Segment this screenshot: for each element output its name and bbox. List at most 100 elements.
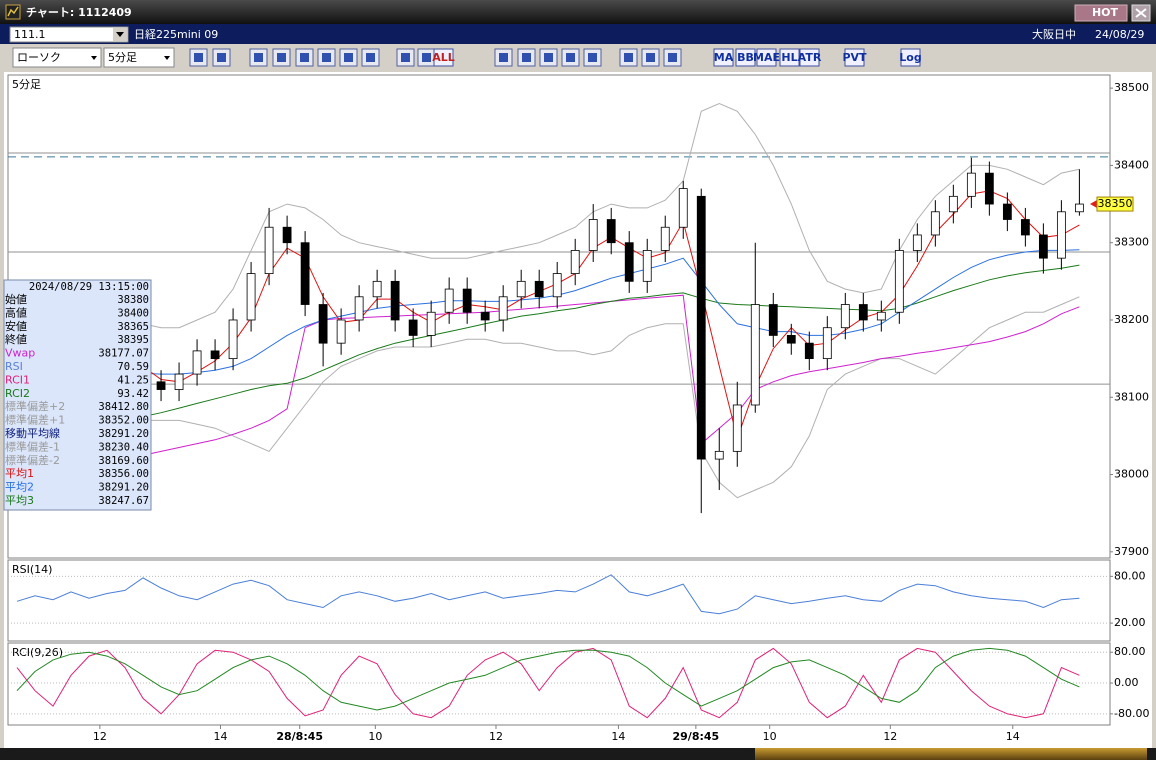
candle-body <box>300 242 310 305</box>
tool-glyph[interactable] <box>544 53 553 62</box>
hot-label[interactable]: HOT <box>1092 6 1119 19</box>
info-label: 平均1 <box>5 466 34 480</box>
date: 24/08/29 <box>1095 28 1144 41</box>
tool-button-label[interactable]: Log <box>899 51 921 64</box>
period-combo[interactable] <box>103 47 175 68</box>
y-tick-label: 80.00 <box>1114 645 1146 658</box>
tool-button[interactable] <box>756 48 777 67</box>
header-bar <box>0 24 1156 44</box>
tool-button-label[interactable]: MAE <box>753 51 780 64</box>
info-value: 38291.20 <box>98 428 149 440</box>
panel-title: RSI(14) <box>12 563 52 576</box>
combo-arrow[interactable] <box>164 56 170 60</box>
y-tick-label: 37900 <box>1114 545 1149 558</box>
candle-body <box>318 304 328 344</box>
tool-glyph[interactable] <box>366 53 375 62</box>
candle-body <box>714 450 724 460</box>
combo-arrow[interactable] <box>116 32 124 37</box>
candle-body <box>1056 211 1066 259</box>
tool-glyph[interactable] <box>566 53 575 62</box>
candle-body <box>282 226 292 244</box>
y-tick-label: 38300 <box>1114 236 1149 249</box>
tool-button[interactable] <box>735 48 756 67</box>
candle-body <box>948 195 958 213</box>
info-label: RSI <box>5 360 23 373</box>
tool-glyph[interactable] <box>668 53 677 62</box>
indicator-line <box>16 647 1080 711</box>
tool-glyph[interactable] <box>277 53 286 62</box>
tool-button[interactable] <box>844 48 865 67</box>
x-tick-label: 29/8:45 <box>673 730 720 743</box>
tool-glyph[interactable] <box>344 53 353 62</box>
tool-glyph[interactable] <box>624 53 633 62</box>
tool-glyph[interactable] <box>300 53 309 62</box>
info-value: 38177.07 <box>98 348 149 360</box>
tool-button[interactable] <box>900 48 921 67</box>
tool-glyph[interactable] <box>646 53 655 62</box>
session: 大阪日中 <box>1032 27 1076 41</box>
title-bar <box>0 0 1156 24</box>
hot-button[interactable] <box>1074 4 1128 22</box>
candle-body <box>984 172 994 205</box>
tool-glyph[interactable] <box>194 53 203 62</box>
candle-body <box>768 304 778 336</box>
tool-glyph[interactable] <box>588 53 597 62</box>
tool-button-label[interactable]: HL <box>781 51 797 64</box>
chart-type-combo[interactable] <box>12 47 102 68</box>
info-label: 移動平均線 <box>5 426 60 440</box>
panel-frame <box>7 642 1111 726</box>
tool-button-label[interactable]: ALL <box>432 51 455 64</box>
candle-body <box>228 319 238 360</box>
tool-button[interactable] <box>779 48 800 67</box>
y-tick-label: 80.00 <box>1114 569 1146 582</box>
x-tick-label: 28/8:45 <box>276 730 323 743</box>
info-value: 38412.80 <box>98 401 149 413</box>
tool-button[interactable] <box>799 48 820 67</box>
tool-button-label[interactable]: BB <box>737 51 754 64</box>
chart-type[interactable]: ローソク <box>17 51 61 64</box>
info-label: RCI1 <box>5 373 30 386</box>
info-label: 標準偏差-1 <box>5 439 60 453</box>
panel-frame <box>7 559 1111 642</box>
candle-body <box>606 219 616 244</box>
scroll-thumb[interactable] <box>755 748 1147 760</box>
code-text[interactable]: 111.1 <box>14 28 46 41</box>
x-tick-label: 14 <box>213 730 227 743</box>
info-label: RCI2 <box>5 387 30 400</box>
toolbar-icons: ALL MA BB MAE HL ATR PVT Log <box>189 48 922 67</box>
y-tick-label: 38200 <box>1114 313 1149 326</box>
candle-body <box>408 319 418 336</box>
tool-glyph[interactable] <box>422 53 431 62</box>
info-label: 始値 <box>5 292 27 306</box>
period[interactable]: 5分足 <box>108 51 137 64</box>
candle-body <box>858 304 868 321</box>
candle-body <box>966 172 976 197</box>
candle-body <box>660 226 670 251</box>
candle-body <box>1020 219 1030 236</box>
tool-button-label[interactable]: ATR <box>798 51 822 64</box>
info-label: 平均3 <box>5 493 34 507</box>
tool-glyph[interactable] <box>522 53 531 62</box>
info-label: 標準偏差-2 <box>5 453 60 467</box>
tool-button[interactable] <box>713 48 734 67</box>
candle-body <box>372 280 382 298</box>
tool-button-label[interactable]: PVT <box>842 51 867 64</box>
combo-arrow[interactable] <box>91 56 97 60</box>
tool-glyph[interactable] <box>254 53 263 62</box>
tool-glyph[interactable] <box>322 53 331 62</box>
y-tick-label: -80.00 <box>1114 707 1149 720</box>
candle-body <box>354 296 364 321</box>
tool-glyph[interactable] <box>499 53 508 62</box>
tool-glyph[interactable] <box>401 53 410 62</box>
close-icon[interactable] <box>1135 8 1147 18</box>
tool-glyph[interactable] <box>217 53 226 62</box>
indicator-line <box>16 296 1080 499</box>
candle-body <box>570 250 580 275</box>
candle-body <box>876 311 886 321</box>
y-tick-label: 0.00 <box>1114 676 1139 689</box>
code-combo[interactable] <box>9 26 129 43</box>
tool-button[interactable] <box>433 48 454 67</box>
tool-button-label[interactable]: MA <box>714 51 734 64</box>
candle-body <box>912 234 922 251</box>
